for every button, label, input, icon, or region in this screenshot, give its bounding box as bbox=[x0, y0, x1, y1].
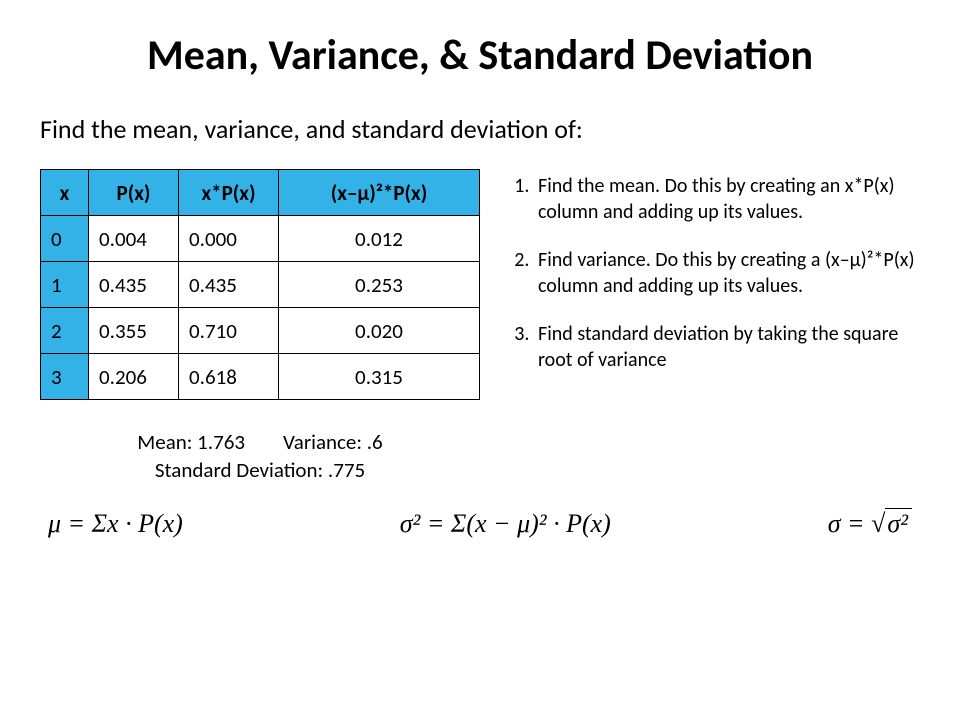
table-row: 0 0.004 0.000 0.012 bbox=[41, 216, 480, 262]
formula-mean-text: μ = Σx · P(x) bbox=[48, 509, 183, 538]
step-item: Find variance. Do this by creating a (x–… bbox=[534, 247, 920, 299]
cell-px: 0.435 bbox=[89, 262, 179, 308]
cell-x: 1 bbox=[41, 262, 89, 308]
formula-variance: σ² = Σ(x − μ)² · P(x) bbox=[400, 509, 611, 539]
results-block: Mean: 1.763 Variance: .6 Standard Deviat… bbox=[40, 428, 480, 485]
results-line-1: Mean: 1.763 Variance: .6 bbox=[40, 428, 480, 456]
col-header-x: x bbox=[41, 170, 89, 216]
prompt-text: Find the mean, variance, and standard de… bbox=[40, 113, 920, 145]
steps-list: Find the mean. Do this by creating an x*… bbox=[508, 173, 920, 373]
formula-mean: μ = Σx · P(x) bbox=[48, 509, 183, 539]
formulas-row: μ = Σx · P(x) σ² = Σ(x − μ)² · P(x) σ = … bbox=[40, 509, 920, 539]
cell-xpx: 0.618 bbox=[179, 354, 279, 400]
results-line-2: Standard Deviation: .775 bbox=[40, 456, 480, 484]
cell-var: 0.253 bbox=[279, 262, 480, 308]
table-row: 1 0.435 0.435 0.253 bbox=[41, 262, 480, 308]
col-header-xpx: x*P(x) bbox=[179, 170, 279, 216]
formula-stddev: σ = √σ² bbox=[828, 509, 912, 539]
cell-x: 2 bbox=[41, 308, 89, 354]
page-title: Mean, Variance, & Standard Deviation bbox=[40, 30, 920, 81]
cell-var: 0.012 bbox=[279, 216, 480, 262]
cell-px: 0.355 bbox=[89, 308, 179, 354]
col-header-varterm: (x–μ)²*P(x) bbox=[279, 170, 480, 216]
probability-table: x P(x) x*P(x) (x–μ)²*P(x) 0 0.004 0.000 … bbox=[40, 169, 480, 400]
formula-stddev-radicand: σ² bbox=[885, 508, 912, 538]
cell-x: 0 bbox=[41, 216, 89, 262]
cell-var: 0.315 bbox=[279, 354, 480, 400]
cell-xpx: 0.000 bbox=[179, 216, 279, 262]
left-column: x P(x) x*P(x) (x–μ)²*P(x) 0 0.004 0.000 … bbox=[40, 169, 480, 485]
right-column: Find the mean. Do this by creating an x*… bbox=[508, 169, 920, 485]
col-header-px: P(x) bbox=[89, 170, 179, 216]
table-header-row: x P(x) x*P(x) (x–μ)²*P(x) bbox=[41, 170, 480, 216]
cell-px: 0.004 bbox=[89, 216, 179, 262]
table-row: 2 0.355 0.710 0.020 bbox=[41, 308, 480, 354]
cell-px: 0.206 bbox=[89, 354, 179, 400]
formula-stddev-lhs: σ = bbox=[828, 509, 871, 538]
cell-xpx: 0.435 bbox=[179, 262, 279, 308]
content-row: x P(x) x*P(x) (x–μ)²*P(x) 0 0.004 0.000 … bbox=[40, 169, 920, 485]
step-item: Find the mean. Do this by creating an x*… bbox=[534, 173, 920, 225]
cell-var: 0.020 bbox=[279, 308, 480, 354]
cell-xpx: 0.710 bbox=[179, 308, 279, 354]
cell-x: 3 bbox=[41, 354, 89, 400]
step-item: Find standard deviation by taking the sq… bbox=[534, 321, 920, 373]
formula-variance-text: σ² = Σ(x − μ)² · P(x) bbox=[400, 509, 611, 538]
table-row: 3 0.206 0.618 0.315 bbox=[41, 354, 480, 400]
